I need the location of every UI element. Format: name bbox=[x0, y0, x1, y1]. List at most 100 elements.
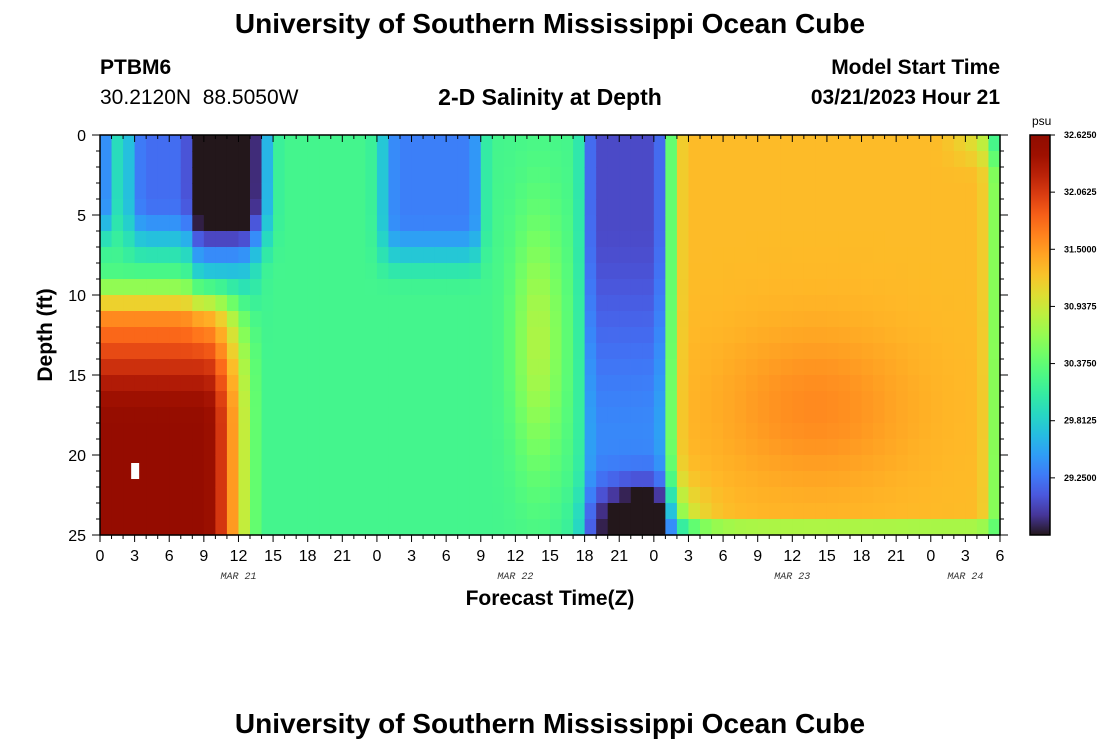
heatmap-cell bbox=[480, 519, 493, 536]
heatmap-cell bbox=[653, 471, 666, 488]
heatmap-cell bbox=[676, 439, 690, 456]
heatmap-cell bbox=[319, 167, 332, 184]
heatmap-cell bbox=[642, 407, 655, 424]
heatmap-cell bbox=[550, 343, 563, 360]
heatmap-cell bbox=[250, 423, 263, 440]
heatmap-cell bbox=[826, 295, 840, 312]
heatmap-cell bbox=[180, 151, 193, 168]
heatmap-cell bbox=[503, 519, 516, 536]
heatmap-cell bbox=[757, 487, 770, 504]
heatmap-cell bbox=[446, 279, 459, 296]
heatmap-cell bbox=[261, 151, 274, 168]
heatmap-cell bbox=[180, 343, 193, 360]
heatmap-cell bbox=[930, 135, 943, 152]
colorbar-tick-label: 30.9375 bbox=[1064, 301, 1097, 311]
heatmap-cell bbox=[803, 295, 816, 312]
heatmap-cell bbox=[873, 215, 886, 232]
heatmap-cell bbox=[792, 183, 805, 200]
heatmap-cell bbox=[250, 343, 263, 360]
heatmap-cell bbox=[342, 439, 355, 456]
heatmap-cell bbox=[215, 295, 228, 312]
heatmap-cell bbox=[826, 423, 840, 440]
heatmap-cell bbox=[711, 135, 724, 152]
heatmap-cell bbox=[988, 407, 1001, 424]
heatmap-cell bbox=[653, 455, 666, 472]
heatmap-cell bbox=[561, 167, 574, 184]
heatmap-cell bbox=[226, 503, 240, 520]
heatmap-cell bbox=[642, 359, 655, 376]
heatmap-cell bbox=[376, 439, 390, 456]
heatmap-cell bbox=[215, 279, 228, 296]
heatmap-cell bbox=[711, 391, 724, 408]
heatmap-cell bbox=[192, 295, 205, 312]
heatmap-cell bbox=[480, 471, 493, 488]
heatmap-cell bbox=[815, 151, 828, 168]
heatmap-cell bbox=[665, 407, 678, 424]
heatmap-cell bbox=[780, 439, 793, 456]
heatmap-cell bbox=[538, 135, 551, 152]
heatmap-cell bbox=[838, 391, 851, 408]
heatmap-cell bbox=[169, 359, 182, 376]
heatmap-cell bbox=[688, 311, 701, 328]
heatmap-cell bbox=[434, 183, 447, 200]
heatmap-cell bbox=[769, 471, 782, 488]
heatmap-cell bbox=[942, 167, 955, 184]
heatmap-cell bbox=[826, 279, 840, 296]
heatmap-cell bbox=[492, 151, 505, 168]
heatmap-cell bbox=[238, 311, 251, 328]
heatmap-cell bbox=[146, 167, 159, 184]
heatmap-cell bbox=[711, 375, 724, 392]
heatmap-cell bbox=[653, 359, 666, 376]
heatmap-cell bbox=[884, 199, 897, 216]
heatmap-cell bbox=[515, 455, 528, 472]
heatmap-cell bbox=[434, 519, 447, 536]
heatmap-cell bbox=[561, 519, 574, 536]
heatmap-cell bbox=[307, 215, 320, 232]
heatmap-cell bbox=[423, 519, 436, 536]
heatmap-cell bbox=[942, 295, 955, 312]
heatmap-cell bbox=[526, 311, 540, 328]
heatmap-cell bbox=[157, 327, 170, 344]
heatmap-cell bbox=[734, 199, 747, 216]
heatmap-cell bbox=[353, 151, 366, 168]
heatmap-cell bbox=[376, 455, 390, 472]
heatmap-cell bbox=[400, 263, 413, 280]
heatmap-cell bbox=[100, 263, 113, 280]
heatmap-cell bbox=[296, 215, 309, 232]
heatmap-cell bbox=[815, 183, 828, 200]
heatmap-cell bbox=[573, 215, 586, 232]
heatmap-cell bbox=[273, 343, 286, 360]
heatmap-cell bbox=[192, 311, 205, 328]
heatmap-cell bbox=[365, 279, 378, 296]
heatmap-cell bbox=[596, 295, 609, 312]
heatmap-cell bbox=[676, 423, 690, 440]
heatmap-cell bbox=[838, 183, 851, 200]
heatmap-cell bbox=[457, 167, 470, 184]
heatmap-cell bbox=[423, 503, 436, 520]
heatmap-cell bbox=[100, 471, 113, 488]
colorbar-unit: psu bbox=[1032, 114, 1051, 128]
y-tick-label: 0 bbox=[77, 128, 86, 145]
heatmap-cell bbox=[803, 167, 816, 184]
heatmap-cell bbox=[780, 279, 793, 296]
heatmap-cell bbox=[203, 471, 216, 488]
heatmap-cell bbox=[630, 183, 643, 200]
heatmap-cell bbox=[861, 503, 874, 520]
heatmap-cell bbox=[896, 167, 909, 184]
heatmap-cell bbox=[861, 311, 874, 328]
heatmap-cell bbox=[711, 247, 724, 264]
heatmap-cell bbox=[988, 343, 1001, 360]
x-tick-label: 15 bbox=[818, 548, 836, 565]
heatmap-cell bbox=[411, 519, 424, 536]
heatmap-cell bbox=[342, 231, 355, 248]
heatmap-cell bbox=[653, 519, 666, 536]
heatmap-cell bbox=[607, 503, 620, 520]
heatmap-cell bbox=[907, 311, 920, 328]
heatmap-cell bbox=[134, 135, 147, 152]
heatmap-cell bbox=[492, 327, 505, 344]
heatmap-cell bbox=[388, 423, 401, 440]
heatmap-cell bbox=[838, 359, 851, 376]
heatmap-cell bbox=[226, 199, 240, 216]
heatmap-cell bbox=[411, 439, 424, 456]
heatmap-cell bbox=[434, 231, 447, 248]
